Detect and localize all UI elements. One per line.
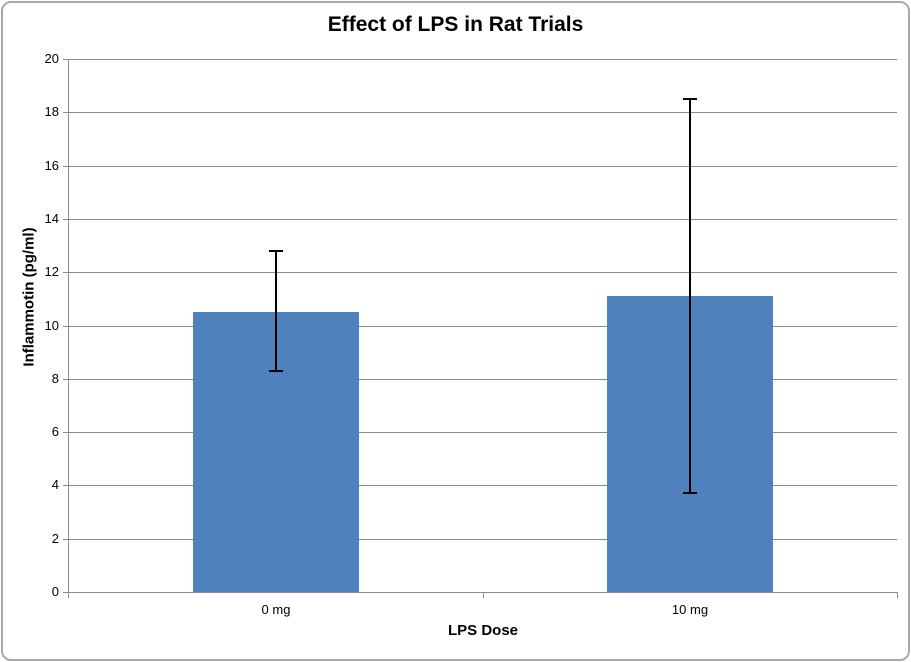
y-tick-label: 8: [51, 371, 59, 386]
x-tick-mark: [897, 593, 898, 598]
y-tick-mark: [63, 592, 68, 593]
x-axis-line: [68, 592, 898, 593]
category-label: 0 mg: [261, 602, 291, 617]
y-tick-mark: [63, 326, 68, 327]
gridline: [69, 485, 897, 486]
y-tick-label: 16: [44, 158, 59, 173]
error-bar-cap-top: [683, 98, 697, 100]
y-tick-label: 10: [44, 318, 59, 333]
y-tick-label: 14: [44, 211, 59, 226]
error-bar-cap-bottom: [269, 370, 283, 372]
gridline: [69, 539, 897, 540]
gridline: [69, 59, 897, 60]
y-tick-mark: [63, 432, 68, 433]
error-bar-cap-bottom: [683, 492, 697, 494]
y-tick-label: 0: [51, 584, 59, 599]
error-bar-cap-top: [269, 250, 283, 252]
x-axis-title: LPS Dose: [447, 622, 519, 639]
y-tick-label: 20: [44, 51, 59, 66]
gridline: [69, 112, 897, 113]
y-tick-label: 6: [51, 424, 59, 439]
y-tick-mark: [63, 112, 68, 113]
y-tick-mark: [63, 379, 68, 380]
gridline: [69, 166, 897, 167]
y-axis-title: Inflammotin (pg/ml): [20, 227, 38, 367]
error-bar-line: [689, 99, 691, 493]
error-bar-line: [275, 251, 277, 371]
x-tick-mark: [483, 593, 484, 598]
y-axis-line: [68, 59, 69, 593]
y-tick-label: 18: [44, 104, 59, 119]
y-tick-label: 4: [51, 477, 59, 492]
y-tick-label: 2: [51, 531, 59, 546]
gridline: [69, 219, 897, 220]
gridline: [69, 379, 897, 380]
gridline: [69, 326, 897, 327]
y-tick-mark: [63, 166, 68, 167]
y-tick-mark: [63, 219, 68, 220]
y-tick-mark: [63, 539, 68, 540]
y-tick-mark: [63, 485, 68, 486]
gridline: [69, 432, 897, 433]
y-tick-mark: [63, 272, 68, 273]
y-tick-label: 12: [44, 264, 59, 279]
x-tick-mark: [68, 593, 69, 598]
gridline: [69, 272, 897, 273]
category-label: 10 mg: [671, 602, 709, 617]
y-tick-mark: [63, 59, 68, 60]
chart-title: Effect of LPS in Rat Trials: [327, 13, 584, 36]
